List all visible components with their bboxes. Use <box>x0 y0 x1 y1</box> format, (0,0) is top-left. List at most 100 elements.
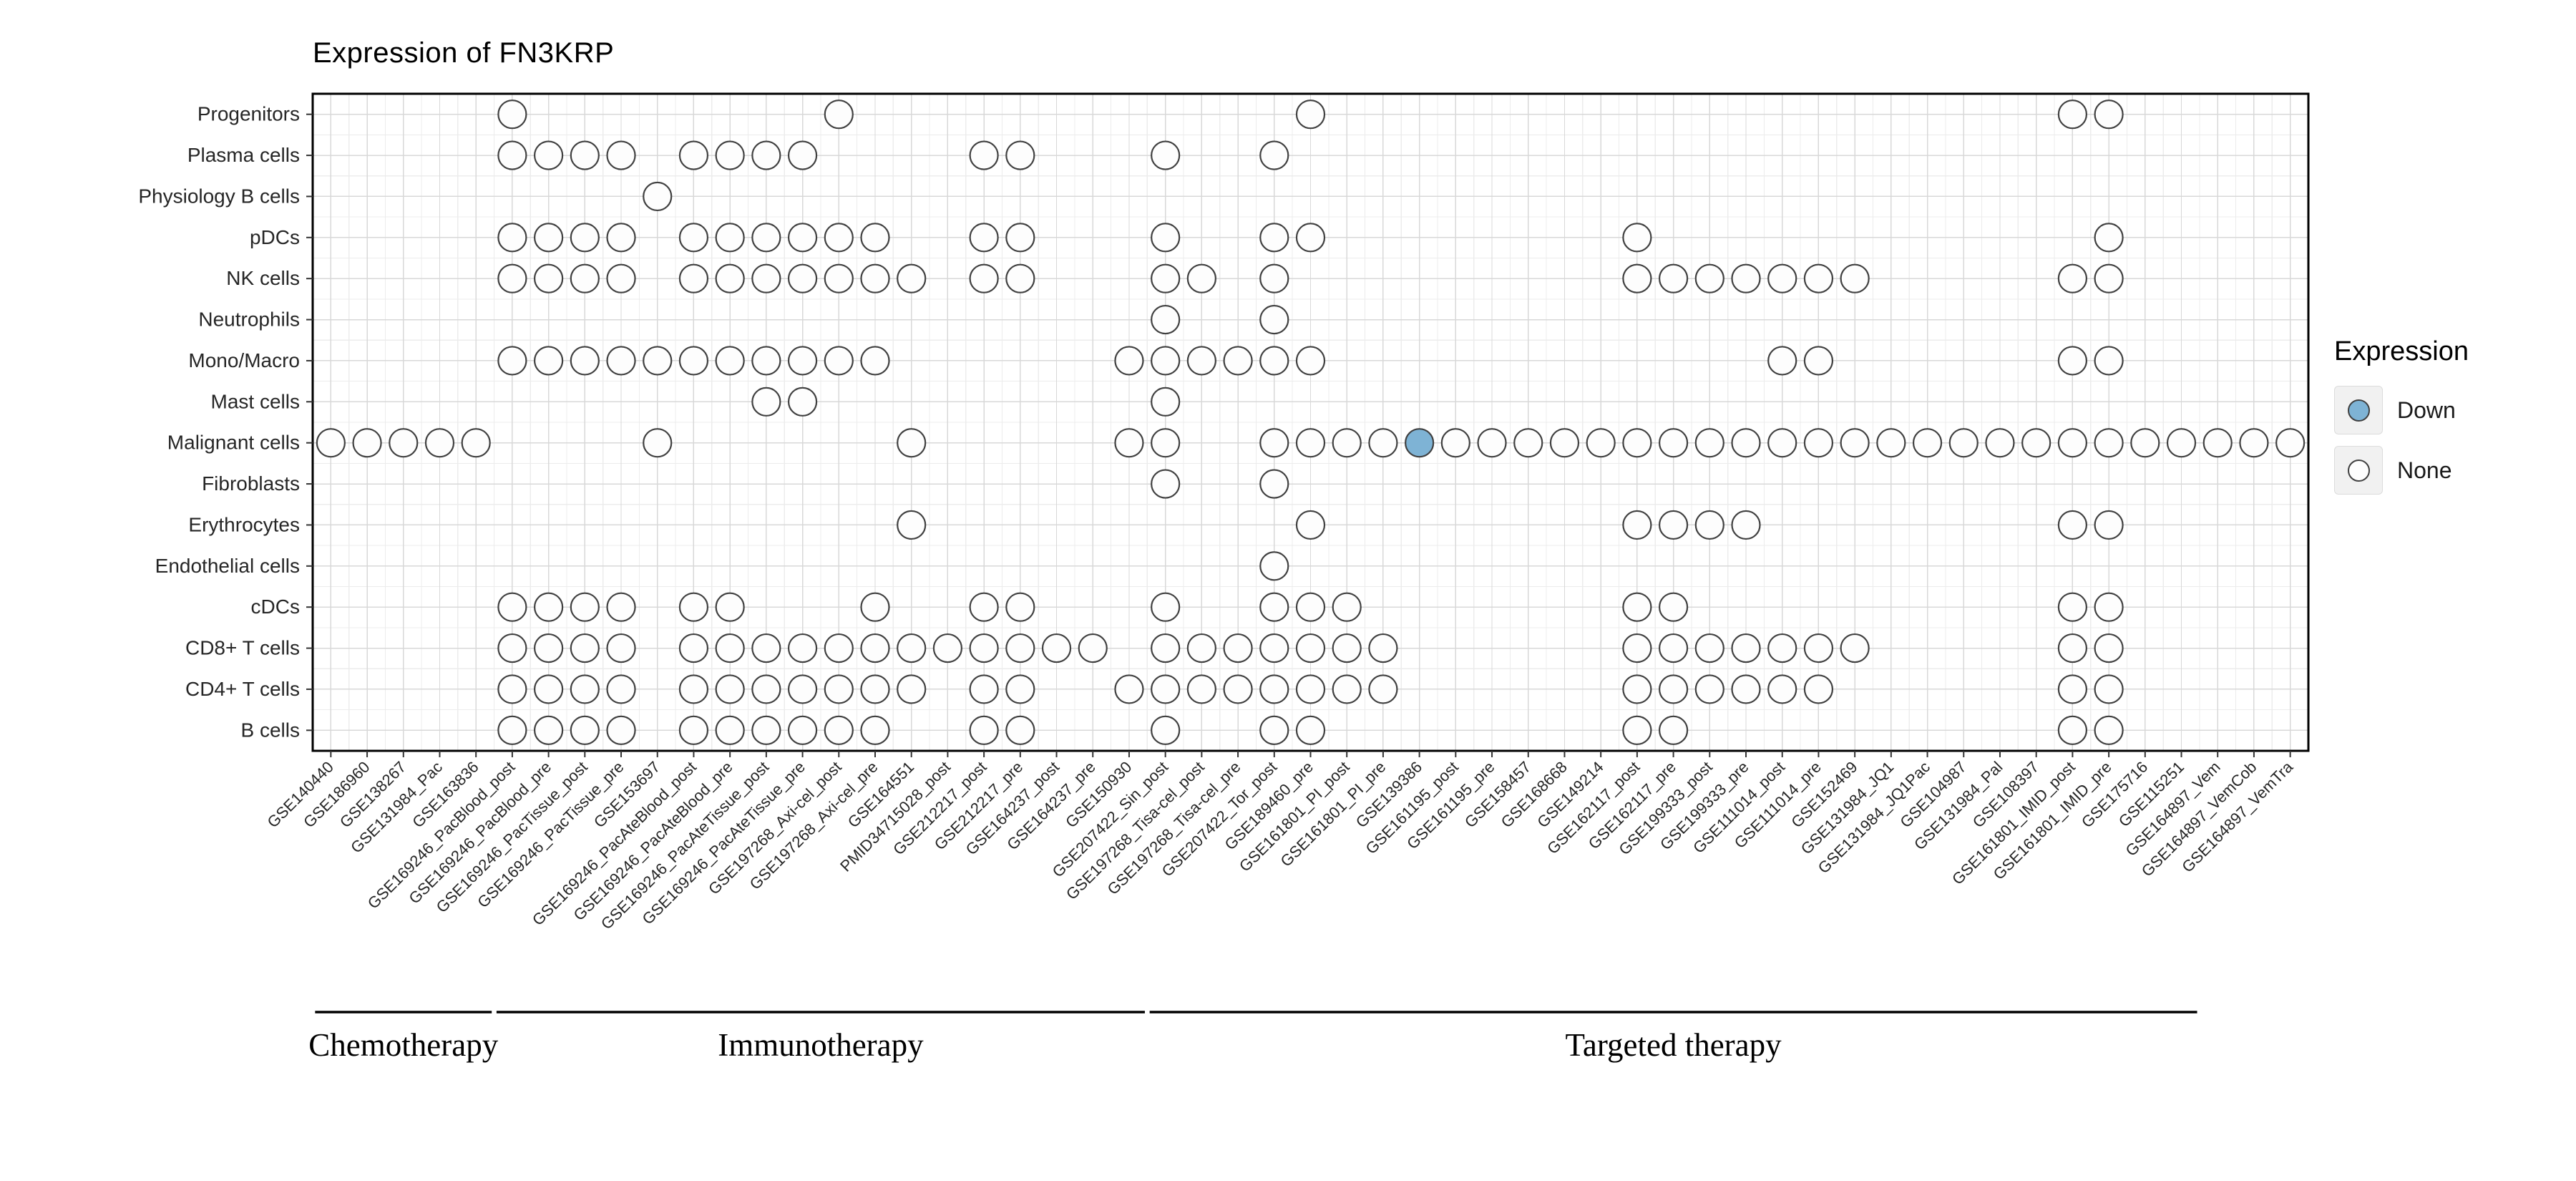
expression-dot-none <box>570 592 600 622</box>
expression-dot-none <box>1767 346 1797 376</box>
expression-dot-none <box>1259 263 1289 293</box>
expression-dot-none <box>570 715 600 745</box>
expression-dot-none <box>787 387 818 417</box>
expression-dot-none <box>1151 223 1181 253</box>
expression-dot-none <box>2130 428 2160 458</box>
therapy-group-label: Chemotherapy <box>308 1027 498 1063</box>
expression-dot-none <box>969 592 999 622</box>
y-axis-label: NK cells <box>226 267 300 289</box>
expression-dot-none <box>969 715 999 745</box>
expression-dot-none <box>424 428 455 458</box>
expression-legend: Expression Down None <box>2334 336 2469 506</box>
expression-dot-none <box>1803 428 1834 458</box>
expression-dot-none <box>606 715 636 745</box>
expression-dot-none <box>2239 428 2269 458</box>
expression-dot-none <box>1078 633 1108 664</box>
y-axis-label: cDCs <box>251 596 300 618</box>
expression-dot-down <box>1405 428 1435 458</box>
expression-dot-none <box>1658 428 1689 458</box>
legend-label-down: Down <box>2397 397 2456 423</box>
expression-dot-none <box>715 223 745 253</box>
expression-dot-none <box>534 140 564 170</box>
expression-dot-none <box>1767 428 1797 458</box>
expression-dot-none <box>1005 263 1035 293</box>
expression-dot-none <box>1622 674 1652 704</box>
therapy-group-label: Targeted therapy <box>1566 1027 1782 1063</box>
expression-dot-none <box>1767 263 1797 293</box>
expression-dot-none <box>606 633 636 664</box>
expression-dot-none <box>678 715 709 745</box>
expression-dot-none <box>897 633 927 664</box>
expression-dot-none <box>1767 633 1797 664</box>
expression-dot-none <box>1295 510 1326 540</box>
expression-dot-none <box>678 633 709 664</box>
expression-dot-none <box>1005 633 1035 664</box>
expression-dot-none <box>1622 633 1652 664</box>
expression-dot-none <box>606 346 636 376</box>
expression-dot-none <box>1259 551 1289 581</box>
expression-dot-none <box>1840 633 1870 664</box>
expression-dot-none <box>497 346 527 376</box>
expression-dot-none <box>606 592 636 622</box>
expression-dot-none <box>1259 428 1289 458</box>
expression-dot-none <box>1658 633 1689 664</box>
expression-dot-none <box>969 674 999 704</box>
y-axis-label: CD4+ T cells <box>185 678 300 700</box>
legend-entry-none: None <box>2334 446 2469 495</box>
expression-dot-none <box>2057 99 2087 130</box>
expression-dot-none <box>1803 674 1834 704</box>
expression-dot-none <box>860 223 890 253</box>
expression-dot-none <box>751 715 781 745</box>
expression-dot-none <box>787 223 818 253</box>
expression-dot-none <box>824 715 854 745</box>
expression-dot-none <box>643 181 673 212</box>
expression-dot-none <box>824 223 854 253</box>
expression-dot-none <box>1622 263 1652 293</box>
expression-dot-none <box>1332 633 1362 664</box>
expression-dot-none <box>787 140 818 170</box>
expression-dot-none <box>1731 510 1761 540</box>
expression-dot-none <box>1622 510 1652 540</box>
expression-dot-none <box>570 140 600 170</box>
expression-dot-none <box>1151 304 1181 335</box>
expression-dot-none <box>1005 715 1035 745</box>
y-axis-label: Fibroblasts <box>202 472 300 495</box>
expression-dot-none <box>534 715 564 745</box>
expression-dot-none <box>1114 346 1144 376</box>
expression-dot-none <box>2057 346 2087 376</box>
expression-dot-none <box>1549 428 1580 458</box>
expression-dot-none <box>1259 592 1289 622</box>
expression-dot-none <box>1368 428 1398 458</box>
expression-dot-none <box>2094 592 2124 622</box>
y-axis-label: Plasma cells <box>187 144 300 166</box>
expression-dot-none <box>1731 674 1761 704</box>
expression-dot-none <box>1114 674 1144 704</box>
expression-dot-none <box>1151 633 1181 664</box>
expression-dot-none <box>2094 510 2124 540</box>
expression-dot-none <box>534 346 564 376</box>
expression-dot-none <box>860 346 890 376</box>
y-axis-label: Physiology B cells <box>138 185 300 207</box>
expression-dot-none <box>1259 223 1289 253</box>
expression-dot-none <box>497 715 527 745</box>
expression-dot-none <box>678 674 709 704</box>
expression-dot-none <box>2166 428 2197 458</box>
expression-dot-none <box>1295 674 1326 704</box>
expression-dot-none <box>1151 469 1181 499</box>
expression-dot-none <box>1005 223 1035 253</box>
expression-dot-none <box>606 223 636 253</box>
y-axis-label: Malignant cells <box>167 432 300 454</box>
expression-dot-none <box>678 346 709 376</box>
expression-dot-none <box>824 263 854 293</box>
y-axis-label: pDCs <box>250 226 300 248</box>
expression-dot-none <box>1151 674 1181 704</box>
expression-dot-none <box>897 674 927 704</box>
expression-dot-none <box>678 592 709 622</box>
legend-title: Expression <box>2334 336 2469 366</box>
expression-dot-none <box>751 140 781 170</box>
expression-dot-none <box>2094 428 2124 458</box>
expression-dot-none <box>860 592 890 622</box>
expression-dot-none <box>2094 674 2124 704</box>
y-axis-label: CD8+ T cells <box>185 637 300 659</box>
